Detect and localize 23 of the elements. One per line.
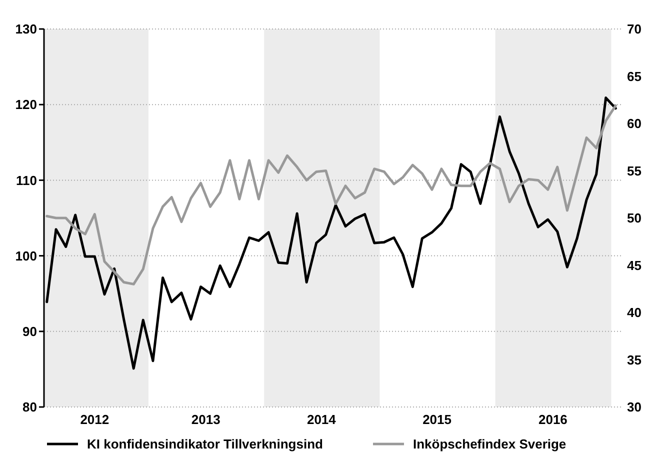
y-tick-label: 80	[22, 400, 37, 415]
y-tick-label: 110	[16, 172, 37, 188]
y2-tick-label: 70	[627, 22, 642, 37]
x-tick-label: 2016	[538, 412, 568, 427]
x-tick-label: 2014	[306, 412, 337, 427]
y2-tick-label: 40	[627, 305, 642, 320]
legend-label: Inköpschefindex Sverige	[413, 436, 566, 452]
y2-tick-label: 30	[627, 400, 642, 415]
y-tick-label: 130	[15, 22, 37, 37]
x-tick-label: 2013	[191, 412, 220, 427]
x-tick-label: 2012	[80, 412, 110, 427]
y2-tick-label: 50	[627, 210, 642, 226]
line-series	[46, 104, 617, 286]
y-tick-label: 100	[15, 248, 37, 264]
y2-tick-label: 65	[627, 68, 642, 84]
x-tick-label: 2015	[422, 412, 452, 427]
y2-tick-label: 35	[627, 352, 642, 368]
y2-tick-label: 55	[627, 163, 642, 178]
legend-label: KI konfidensindikator Tillverkningsind	[87, 436, 324, 452]
y2-tick-label: 60	[627, 116, 642, 132]
y-tick-label: 90	[22, 324, 37, 339]
y2-tick-label: 45	[627, 258, 642, 273]
y-tick-label: 120	[15, 97, 37, 112]
